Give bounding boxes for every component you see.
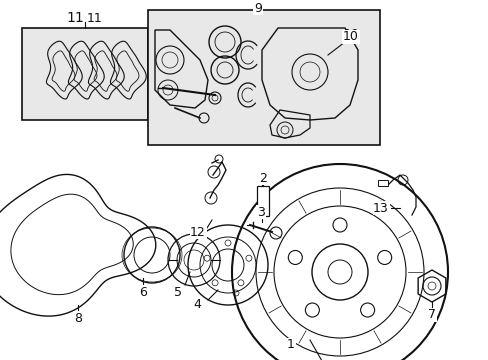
Text: 1: 1 xyxy=(287,339,295,352)
Text: 5: 5 xyxy=(174,284,182,297)
Text: 3: 3 xyxy=(257,206,264,219)
Text: 13: 13 xyxy=(372,202,388,215)
Bar xyxy=(257,186,268,216)
Text: 4: 4 xyxy=(192,298,200,311)
Text: 11: 11 xyxy=(66,11,84,25)
Text: 10: 10 xyxy=(343,31,358,44)
Text: 4: 4 xyxy=(193,298,201,311)
Text: 9: 9 xyxy=(254,1,262,14)
Text: 3: 3 xyxy=(258,206,265,219)
Text: 2: 2 xyxy=(259,171,266,184)
Text: 13: 13 xyxy=(372,202,388,215)
Bar xyxy=(377,180,387,186)
Text: 10: 10 xyxy=(344,28,359,41)
Text: 2: 2 xyxy=(258,171,265,184)
Text: 12: 12 xyxy=(190,225,205,238)
Text: 1: 1 xyxy=(286,338,294,351)
Text: 12: 12 xyxy=(190,225,205,238)
Text: 7: 7 xyxy=(427,310,435,323)
Text: 8: 8 xyxy=(74,311,82,324)
Text: 5: 5 xyxy=(174,285,182,298)
Text: 8: 8 xyxy=(74,311,82,324)
Bar xyxy=(148,10,379,145)
Text: 6: 6 xyxy=(139,285,146,298)
Text: 11: 11 xyxy=(87,12,102,24)
Text: 9: 9 xyxy=(253,1,262,15)
Text: 7: 7 xyxy=(427,309,435,321)
Bar xyxy=(22,28,148,120)
Text: 6: 6 xyxy=(139,285,146,298)
